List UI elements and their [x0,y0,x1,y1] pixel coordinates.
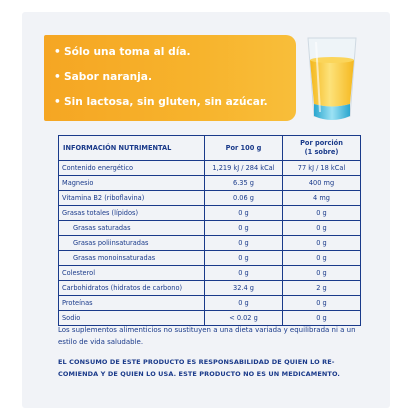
feature-item: • Sólo una toma al día. [54,46,191,58]
table-row: Carbohidratos (hidratos de carbono) 32.4 … [58,280,361,296]
column-header-per-100g: Por 100 g [204,135,283,161]
table-row: Contenido energético 1,219 kJ / 284 kCal 7… [58,160,361,176]
nutrient-name: Grasas saturadas [58,220,205,236]
feature-item: • Sin lactosa, sin gluten, sin azúcar. [54,96,268,108]
value-per-portion: 0 g [282,220,361,236]
column-header-per-portion: Por porción (1 sobre) [282,135,361,161]
nutrient-name: Grasas monoinsaturadas [58,250,205,266]
value-per-100g: 0 g [204,295,283,311]
nutrient-name: Colesterol [58,265,205,281]
value-per-portion: 0 g [282,295,361,311]
nutrient-name: Vitamina B2 (riboflavina) [58,190,205,206]
value-per-100g: 0.06 g [204,190,283,206]
value-per-100g: 1,219 kJ / 284 kCal [204,160,283,176]
value-per-100g: 0 g [204,250,283,266]
nutrition-table: INFORMACIÓN NUTRIMENTAL Por 100 g Por po… [58,135,361,326]
table-row: Magnesio 6.35 g 400 mg [58,175,361,191]
value-per-portion: 2 g [282,280,361,296]
value-per-portion: 4 mg [282,190,361,206]
value-per-100g: < 0.02 g [204,310,283,326]
value-per-100g: 6.35 g [204,175,283,191]
value-per-100g: 0 g [204,265,283,281]
responsibility-warning: EL CONSUMO DE ESTE PRODUCTO ES RESPONSAB… [58,358,340,378]
value-per-portion: 0 g [282,265,361,281]
value-per-100g: 32.4 g [204,280,283,296]
feature-list: • Sólo una toma al día. • Sabor naranja. •… [54,40,294,115]
value-per-portion: 77 kJ / 18 kCal [282,160,361,176]
nutrient-name: Proteínas [58,295,205,311]
nutrient-name: Contenido energético [58,160,205,176]
supplement-note: Los suplementos alimenticios no sustituy… [58,326,356,346]
feature-text: Sabor naranja. [64,71,152,83]
value-per-portion: 0 g [282,235,361,251]
value-per-100g: 0 g [204,205,283,221]
orange-juice-glass-icon [307,37,357,120]
value-per-portion: 0 g [282,205,361,221]
nutrient-name: Sodio [58,310,205,326]
nutrient-name: Grasas poliinsaturadas [58,235,205,251]
nutrition-table-body: Contenido energético 1,219 kJ / 284 kCal 7… [58,160,361,326]
feature-text: Sólo una toma al día. [64,46,191,58]
nutrient-name: Magnesio [58,175,205,191]
feature-text: Sin lactosa, sin gluten, sin azúcar. [64,96,268,108]
value-per-portion: 0 g [282,250,361,266]
value-per-100g: 0 g [204,235,283,251]
column-header-nutrient: INFORMACIÓN NUTRIMENTAL [58,135,205,161]
value-per-portion: 400 mg [282,175,361,191]
feature-item: • Sabor naranja. [54,71,152,83]
nutrient-name: Grasas totales (lípidos) [58,205,205,221]
feature-banner [44,35,296,121]
nutrient-name: Carbohidratos (hidratos de carbono) [58,280,205,296]
value-per-portion: 0 g [282,310,361,326]
value-per-100g: 0 g [204,220,283,236]
table-header-row: INFORMACIÓN NUTRIMENTAL Por 100 g Por po… [58,135,361,161]
